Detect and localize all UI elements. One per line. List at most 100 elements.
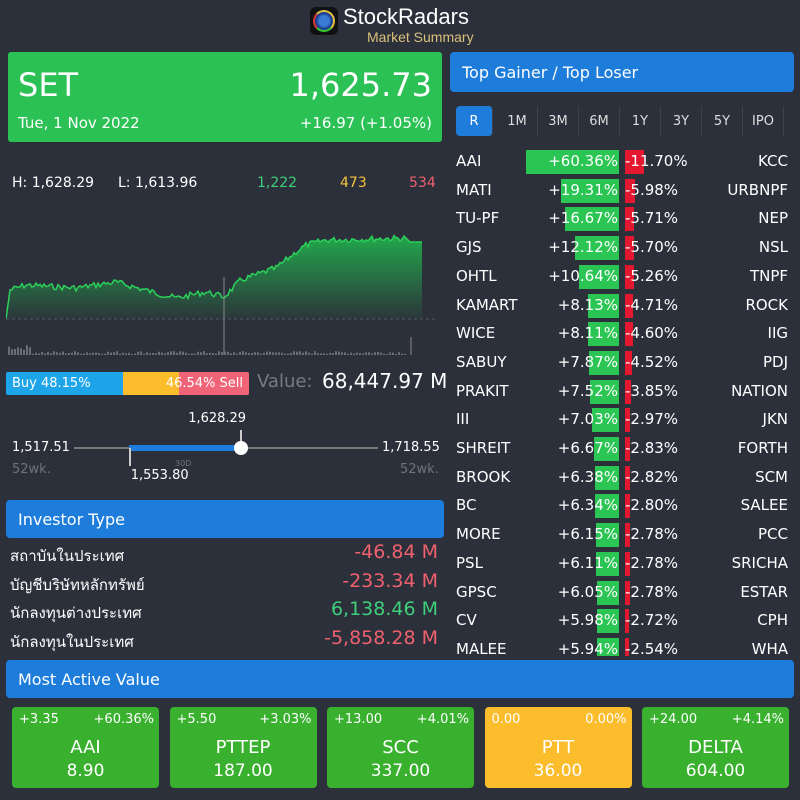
mover-row[interactable]: GJS +12.12% -5.70% NSL xyxy=(450,234,790,262)
gainer-bar xyxy=(596,551,619,576)
tab-ipo[interactable]: IPO xyxy=(743,106,784,136)
gainer-symbol: GJS xyxy=(456,238,482,257)
tab-3m[interactable]: 3M xyxy=(538,106,579,136)
active-card-scc[interactable]: +13.00 +4.01% SCC 337.00 xyxy=(327,707,474,788)
gainer-pct: +7.52% xyxy=(557,381,618,400)
mover-row[interactable]: SHREIT +6.67% -2.83% FORTH xyxy=(450,435,790,463)
index-value: 1,625.73 xyxy=(289,66,433,104)
investor-type-header[interactable]: Investor Type xyxy=(6,500,444,538)
trade-value: 68,447.97 M xyxy=(322,369,448,393)
card-price: 36.00 xyxy=(533,761,583,781)
gainer-bar xyxy=(579,264,619,289)
gainer-pct: +10.64% xyxy=(548,266,618,285)
mover-row[interactable]: OHTL +10.64% -5.26% TNPF xyxy=(450,263,790,291)
loser-bar xyxy=(625,264,634,289)
active-card-pttep[interactable]: +5.50 +3.03% PTTEP 187.00 xyxy=(169,707,317,788)
card-price: 187.00 xyxy=(213,761,273,781)
neutral-segment xyxy=(123,372,179,395)
mover-row[interactable]: PRAKIT +7.52% -3.85% NATION xyxy=(450,378,790,406)
mover-row[interactable]: III +7.03% -2.97% JKN xyxy=(450,406,790,434)
loser-bar xyxy=(625,350,633,375)
mover-row[interactable]: GPSC +6.05% -2.78% ESTAR xyxy=(450,579,790,607)
loser-symbol: NEP xyxy=(758,209,788,228)
mover-row[interactable]: MALEE +5.94% -2.54% WHA xyxy=(450,636,790,656)
active-card-delta[interactable]: +24.00 +4.14% DELTA 604.00 xyxy=(642,707,789,788)
loser-bar xyxy=(625,322,633,347)
mover-row[interactable]: TU-PF +16.67% -5.71% NEP xyxy=(450,205,790,233)
mover-row[interactable]: MATI +19.31% -5.98% URBNPF xyxy=(450,177,790,205)
card-change: 0.00 xyxy=(491,712,521,727)
gainer-pct: +7.03% xyxy=(557,410,618,429)
investor-label: นักลงทุนต่างประเทศ xyxy=(10,604,142,623)
set-index-card[interactable]: SET 1,625.73 Tue, 1 Nov 2022 +16.97 (+1.… xyxy=(8,52,442,142)
gainer-pct: +6.11% xyxy=(557,553,618,572)
gainer-bar xyxy=(525,150,619,174)
advances-count: 1,222 xyxy=(257,175,298,191)
gainer-pct: +8.13% xyxy=(557,295,618,314)
declines-count: 534 xyxy=(409,175,436,191)
active-card-ptt[interactable]: 0.00 0.00% PTT 36.00 xyxy=(484,707,632,788)
card-price: 337.00 xyxy=(370,761,431,781)
mover-row[interactable]: PSL +6.11% -2.78% SRICHA xyxy=(450,550,790,578)
range-30d-low: 1,553.80 xyxy=(130,468,189,483)
gainer-bar xyxy=(595,494,619,519)
gainer-bar xyxy=(597,637,619,656)
loser-bar xyxy=(625,178,635,203)
chart-line xyxy=(6,234,422,320)
mover-row[interactable]: SABUY +7.87% -4.52% PDJ xyxy=(450,349,790,377)
loser-symbol: KCC xyxy=(758,152,788,170)
loser-pct: -4.52% xyxy=(625,352,679,371)
most-active-value-header[interactable]: Most Active Value xyxy=(6,660,794,698)
tab-5y[interactable]: 5Y xyxy=(702,106,743,136)
investor-label: บัญชีบริษัทหลักทรัพย์ xyxy=(10,575,145,594)
range-52wk-low-label: 52wk. xyxy=(12,462,51,477)
tab-3y[interactable]: 3Y xyxy=(661,106,702,136)
app-subtitle: Market Summary xyxy=(367,29,474,45)
card-pct: +4.14% xyxy=(731,712,784,727)
loser-bar xyxy=(625,465,630,490)
gainer-pct: +60.36% xyxy=(548,152,618,170)
gainer-pct: +5.94% xyxy=(557,639,618,656)
card-symbol: SCC xyxy=(382,737,419,758)
loser-bar xyxy=(625,379,632,404)
gainer-symbol: MORE xyxy=(456,525,501,544)
gainer-symbol: GPSC xyxy=(456,582,497,601)
gainer-pct: +7.87% xyxy=(557,352,618,371)
mover-row[interactable]: BROOK +6.38% -2.82% SCM xyxy=(450,464,790,492)
top-gainer-loser-header[interactable]: Top Gainer / Top Loser xyxy=(450,52,794,92)
card-change: +5.50 xyxy=(176,712,217,727)
loser-symbol: IIG xyxy=(767,324,788,343)
mover-row[interactable]: WICE +8.11% -4.60% IIG xyxy=(450,320,790,348)
investor-row: นักลงทุนในประเทศ -5,858.28 M xyxy=(10,627,438,656)
card-symbol: PTTEP xyxy=(215,737,271,758)
gainer-pct: +6.15% xyxy=(557,525,618,544)
mover-row[interactable]: BC +6.34% -2.80% SALEE xyxy=(450,492,790,520)
tab-1m[interactable]: 1M xyxy=(497,106,538,136)
loser-symbol: ROCK xyxy=(745,295,788,314)
buy-sell-bar: Buy 48.15% 46.54% Sell xyxy=(6,372,249,395)
mover-row[interactable]: CV +5.98% -2.72% CPH xyxy=(450,607,790,635)
loser-bar xyxy=(625,523,630,548)
investor-value: -5,858.28 M xyxy=(324,627,438,650)
loser-pct: -2.83% xyxy=(625,439,679,457)
investor-row: นักลงทุนต่างประเทศ 6,138.46 M xyxy=(10,598,438,627)
gainer-bar xyxy=(588,350,619,375)
gainer-pct: +5.98% xyxy=(557,611,618,630)
card-change: +13.00 xyxy=(334,712,383,727)
loser-pct: -2.78% xyxy=(625,582,679,601)
active-card-aai[interactable]: +3.35 +60.36% AAI 8.90 xyxy=(12,707,159,788)
loser-bar xyxy=(625,437,630,461)
loser-bar xyxy=(625,494,630,519)
gainer-symbol: BROOK xyxy=(456,467,511,486)
gainer-symbol: TU-PF xyxy=(456,209,500,228)
value-label: Value: xyxy=(257,371,313,392)
tab-r[interactable]: R xyxy=(456,106,493,136)
index-low: L: 1,613.96 xyxy=(118,175,198,191)
mover-row[interactable]: AAI +60.36% -11.70% KCC xyxy=(450,148,790,176)
loser-symbol: SCM xyxy=(755,467,788,486)
mover-row[interactable]: MORE +6.15% -2.78% PCC xyxy=(450,521,790,549)
chart-area xyxy=(6,235,422,319)
mover-row[interactable]: KAMART +8.13% -4.71% ROCK xyxy=(450,292,790,320)
tab-1y[interactable]: 1Y xyxy=(620,106,661,136)
tab-6m[interactable]: 6M xyxy=(579,106,620,136)
